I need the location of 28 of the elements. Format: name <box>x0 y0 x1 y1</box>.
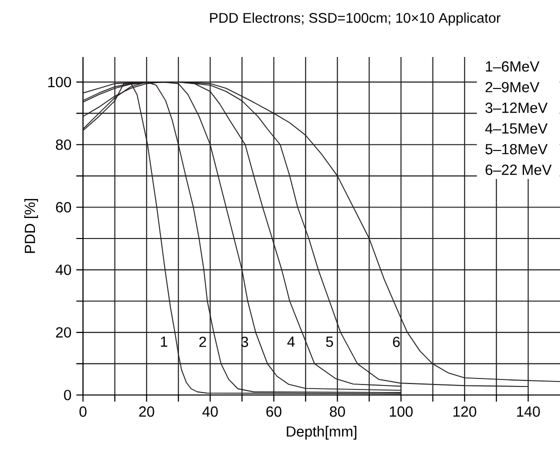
annotation: 4–15MeV <box>485 123 548 134</box>
x-tick-label: 40 <box>202 406 218 417</box>
x-tick-label: 120 <box>453 406 476 417</box>
y-tick-label: 80 <box>56 139 72 150</box>
annotation: 1 <box>160 336 168 347</box>
x-tick-label: 0 <box>79 406 86 417</box>
y-tick-label: 60 <box>56 202 72 212</box>
y-tick-label: 100 <box>48 76 72 88</box>
chart-title: PDD Electrons; SSD=100cm; 10×10 Applicator <box>210 12 501 26</box>
annotation: 1–6MeV <box>486 61 540 72</box>
x-axis-title: Depth[mm] <box>286 426 356 440</box>
y-tick-label: 0 <box>64 390 72 400</box>
annotation: 6–22 MeV <box>486 164 552 175</box>
x-tick-label: 80 <box>330 406 345 417</box>
x-tick-label: 60 <box>266 406 282 417</box>
y-axis-title: PDD [%] <box>24 198 38 253</box>
annotation: 3–12MeV <box>485 102 548 113</box>
annotation: 4 <box>287 336 295 347</box>
y-tick-label: 20 <box>56 327 72 338</box>
annotation: 2–9MeV <box>486 82 540 92</box>
annotation: 5–18MeV <box>485 144 548 154</box>
x-tick-label: 140 <box>517 406 540 417</box>
annotation: 2 <box>199 336 206 347</box>
annotation: 5 <box>326 336 334 347</box>
annotation: 6 <box>393 336 400 348</box>
x-tick-label: 100 <box>390 406 413 417</box>
y-tick-label: 40 <box>56 264 72 276</box>
x-tick-label: 20 <box>139 406 154 417</box>
